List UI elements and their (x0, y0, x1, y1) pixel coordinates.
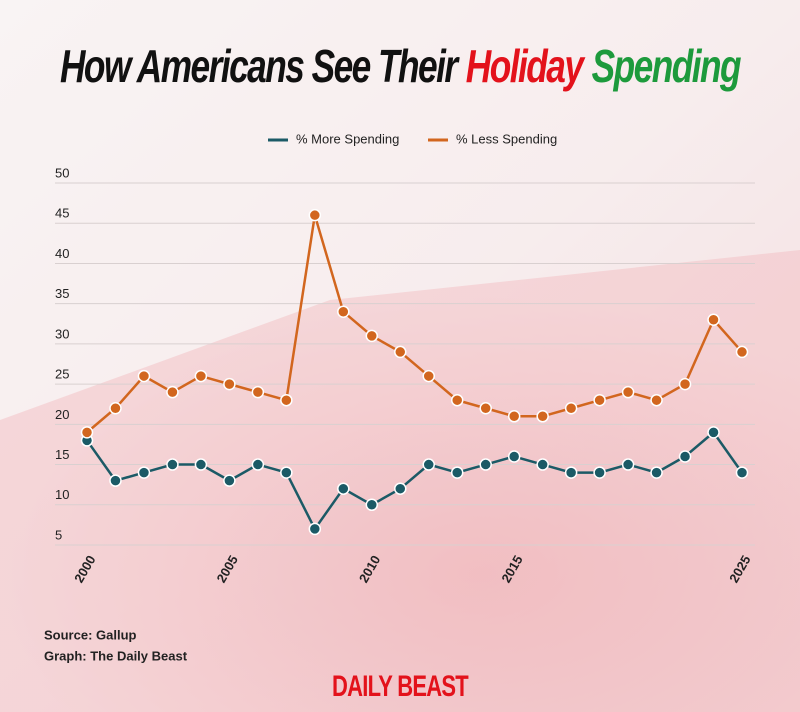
y-tick-label: 45 (55, 206, 69, 221)
credit: Graph: The Daily Beast (44, 648, 188, 663)
data-point (308, 208, 322, 222)
legend: % More Spending % Less Spending (268, 131, 557, 146)
y-tick-label: 30 (55, 326, 69, 341)
data-point (137, 369, 151, 383)
data-point (223, 377, 236, 391)
y-tick-label: 10 (55, 487, 69, 502)
data-point (280, 466, 293, 479)
data-point (650, 466, 663, 479)
data-point (593, 393, 606, 407)
data-point (337, 305, 350, 318)
data-point (479, 458, 492, 471)
data-point (507, 410, 521, 423)
data-point (450, 393, 464, 407)
data-point (109, 401, 122, 415)
data-point (194, 369, 208, 383)
data-point (223, 474, 236, 487)
y-tick-label: 35 (55, 286, 69, 301)
title-part: Holiday (466, 40, 586, 92)
data-point (251, 458, 265, 471)
y-tick-label: 25 (55, 367, 69, 382)
source: Source: Gallup (44, 627, 137, 642)
data-point (394, 345, 407, 359)
y-tick-label: 5 (55, 527, 62, 542)
data-point (80, 426, 94, 439)
data-point (479, 401, 492, 415)
data-point (735, 345, 749, 359)
data-point (166, 385, 179, 399)
data-point (621, 458, 635, 471)
data-point (593, 466, 606, 479)
data-point (678, 450, 692, 463)
data-point (536, 458, 549, 471)
data-point (337, 482, 350, 495)
data-point (194, 458, 208, 471)
y-tick-label: 40 (55, 246, 69, 261)
legend-label: % More Spending (296, 131, 399, 146)
data-point (137, 466, 151, 479)
title-text: How Americans See TheirHolidaySpending (60, 40, 741, 92)
data-point (536, 410, 549, 423)
data-point (564, 466, 578, 479)
legend-label: % Less Spending (456, 131, 557, 146)
logo: DAILY BEAST (332, 670, 468, 703)
data-point (707, 426, 720, 439)
data-point (422, 458, 435, 471)
chart-title: How Americans See TheirHolidaySpending (60, 40, 743, 92)
data-point (251, 385, 265, 399)
y-tick-label: 20 (55, 407, 69, 422)
data-point (707, 313, 720, 327)
title-part: Spending (592, 40, 742, 92)
data-point (365, 329, 379, 343)
data-point (109, 474, 122, 487)
data-point (166, 458, 179, 471)
y-tick-label: 50 (55, 165, 69, 180)
data-point (507, 450, 521, 463)
data-point (564, 401, 578, 415)
data-point (735, 466, 749, 479)
data-point (678, 377, 692, 391)
data-point (422, 369, 435, 383)
data-point (308, 522, 322, 536)
data-point (365, 498, 379, 512)
data-point (394, 482, 407, 495)
y-tick-label: 15 (55, 447, 69, 462)
background-gift (0, 250, 800, 712)
data-point (650, 393, 663, 407)
data-point (621, 385, 635, 399)
title-part: How Americans See Their (60, 40, 460, 92)
data-point (450, 466, 464, 479)
data-point (280, 393, 293, 407)
